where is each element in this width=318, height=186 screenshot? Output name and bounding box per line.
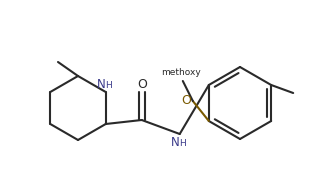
Text: O: O [181, 94, 191, 107]
Text: N: N [97, 78, 106, 91]
Text: methoxy: methoxy [161, 68, 201, 76]
Text: H: H [105, 81, 112, 90]
Text: O: O [137, 78, 147, 91]
Text: H: H [179, 139, 186, 148]
Text: N: N [171, 135, 180, 148]
